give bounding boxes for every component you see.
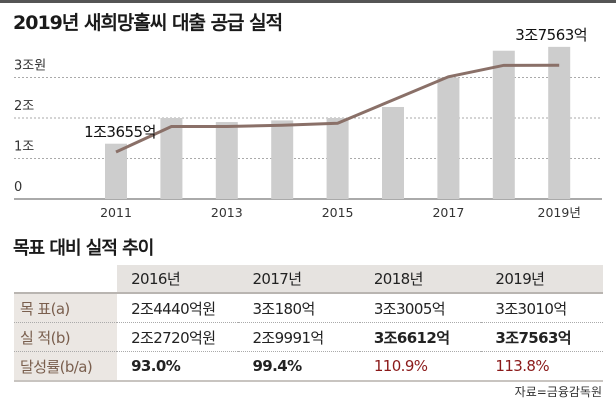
header-year: 2019년 — [481, 265, 603, 294]
x-tick-label: 2011 — [100, 205, 132, 220]
x-tick-label: 2013 — [211, 205, 243, 220]
cell: 99.4% — [238, 351, 360, 382]
chart-title: 2019년 새희망홀씨 대출 공급 실적 — [13, 12, 283, 34]
cell: 2조4440억원 — [117, 293, 239, 323]
y-tick-label: 3조원 — [14, 59, 46, 74]
cell: 3조7563억 — [481, 322, 603, 352]
target-line — [115, 63, 560, 154]
cell: 3조180억 — [238, 293, 360, 323]
y-tick-label: 1조 — [14, 140, 34, 155]
header-year: 2016년 — [117, 265, 239, 294]
bar — [160, 118, 183, 199]
cell: 2조2720억원 — [117, 322, 239, 352]
bar — [492, 50, 515, 199]
data-label: 1조3655억 — [84, 123, 156, 141]
bar — [105, 143, 127, 199]
table-header-row: 2016년 2017년 2018년 2019년 — [14, 265, 603, 294]
row-label: 실 적(b) — [14, 322, 118, 352]
cell-highlight: 110.9% — [359, 351, 482, 382]
table-row-target: 목 표(a) 2조4440억원 3조180억 3조3005억 3조3010억 — [14, 293, 603, 323]
x-tick-label: 2015 — [322, 205, 354, 220]
cell: 3조3005억 — [359, 293, 482, 323]
table-title: 목표 대비 실적 추이 — [13, 238, 154, 259]
bar — [271, 120, 294, 199]
table-row-actual: 실 적(b) 2조2720억원 2조9991억 3조6612억 3조7563억 — [14, 322, 603, 352]
cell: 93.0% — [117, 351, 239, 382]
header-year: 2017년 — [238, 265, 360, 294]
cell: 3조3010억 — [481, 293, 603, 323]
table-row-rate: 달성률(b/a) 93.0% 99.4% 110.9% 113.8% — [14, 351, 603, 382]
cell: 3조6612억 — [359, 322, 482, 352]
y-tick-label: 0 — [14, 180, 22, 195]
x-tick-label: 2017 — [432, 205, 464, 220]
row-label: 달성률(b/a) — [14, 351, 118, 382]
bar — [548, 46, 571, 200]
header-year: 2018년 — [359, 265, 482, 294]
y-tick-label: 2조 — [14, 99, 34, 114]
bar — [437, 77, 460, 199]
cell-highlight: 113.8% — [481, 351, 603, 382]
target-vs-actual-table: 2016년 2017년 2018년 2019년 목 표(a) 2조4440억원 … — [14, 265, 603, 382]
row-label: 목 표(a) — [14, 293, 118, 323]
bar — [326, 118, 349, 199]
bar-line-chart: 0 1조 2조 3조원 2011 2013 2015 2017 2019년 1조3655억 3조75… — [14, 26, 602, 220]
top-border — [0, 0, 616, 3]
bar — [382, 106, 404, 199]
data-label: 3조7563억 — [515, 26, 587, 44]
cell: 2조9991억 — [238, 322, 360, 352]
x-tick-label: 2019년 — [538, 205, 581, 220]
source-note: 자료=금융감독원 — [514, 385, 602, 399]
bar — [215, 122, 238, 199]
